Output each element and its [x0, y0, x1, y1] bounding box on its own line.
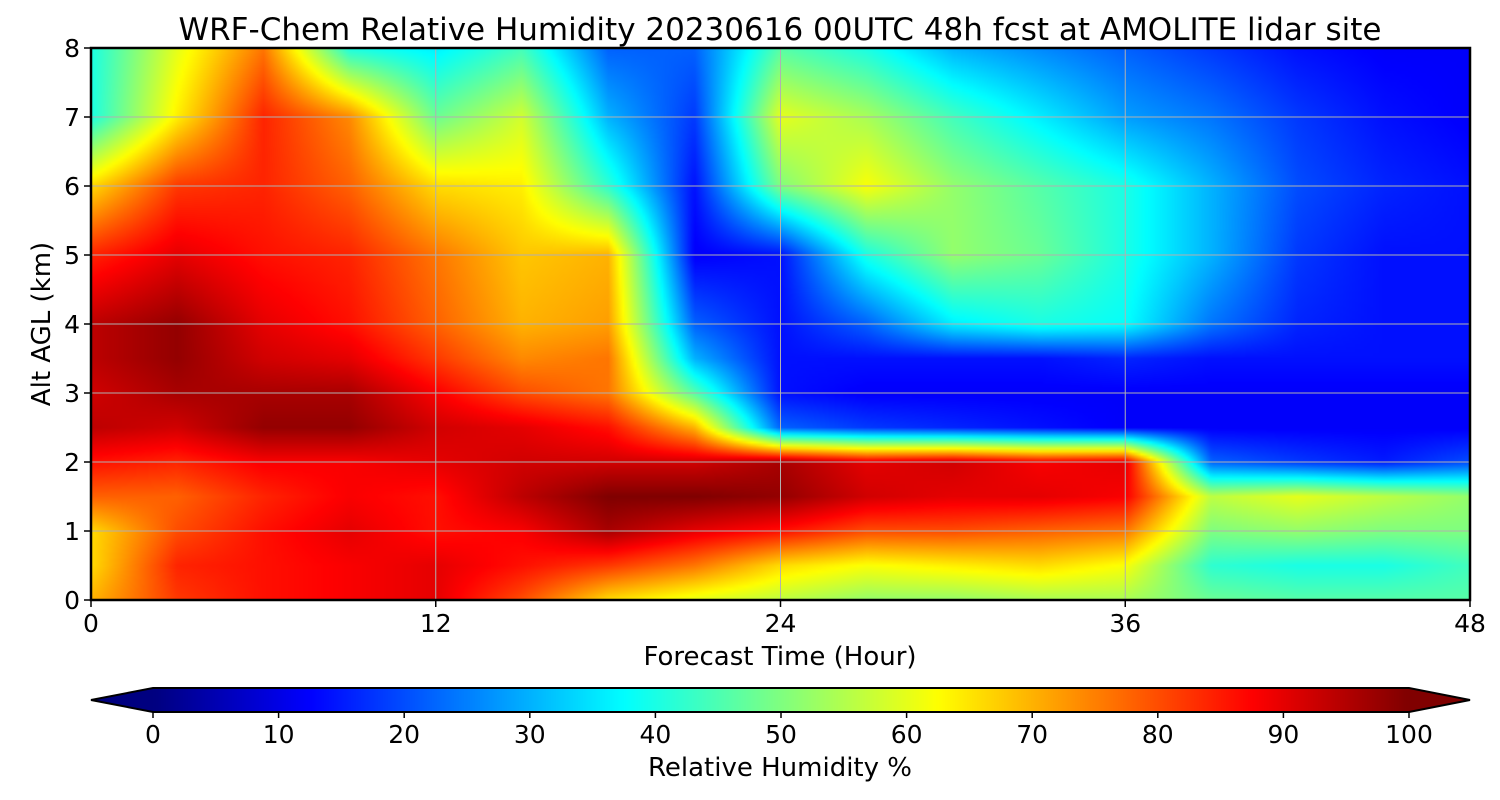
colorbar-tick-label: 60: [891, 720, 923, 749]
colorbar-ticks: 0 10 20 30 40 50 60 70 80 90 100: [145, 712, 1433, 749]
colorbar-tick-label: 100: [1385, 720, 1433, 749]
y-tick-label: 1: [64, 517, 80, 546]
y-tick-label: 7: [64, 103, 80, 132]
x-tick-label: 48: [1454, 609, 1486, 638]
y-tick-label: 3: [64, 379, 80, 408]
colorbar-tick-label: 20: [388, 720, 420, 749]
colorbar-tick-label: 30: [514, 720, 546, 749]
x-tick-label: 24: [765, 609, 797, 638]
colorbar-tick-label: 70: [1016, 720, 1048, 749]
x-axis-ticks: 0 12 24 36 48: [83, 600, 1486, 638]
colorbar-tick-label: 0: [145, 720, 161, 749]
colorbar-tick-label: 10: [263, 720, 295, 749]
colorbar-gradient: [153, 688, 1409, 712]
colorbar-extend-low: [91, 688, 153, 712]
colorbar-tick-label: 90: [1267, 720, 1299, 749]
colorbar: 0 10 20 30 40 50 60 70 80 90 100 Relative Humidity…: [90, 687, 1471, 783]
y-tick-label: 4: [64, 310, 80, 339]
y-tick-label: 5: [64, 241, 80, 270]
colorbar-tick-label: 80: [1142, 720, 1174, 749]
x-tick-label: 12: [420, 609, 452, 638]
y-axis-label: Alt AGL (km): [27, 242, 57, 406]
y-tick-label: 6: [64, 172, 80, 201]
x-tick-label: 36: [1109, 609, 1141, 638]
chart-title: WRF-Chem Relative Humidity 20230616 00UT…: [178, 12, 1381, 48]
y-tick-label: 2: [64, 448, 80, 477]
y-axis-ticks: 0 1 2 3 4 5 6 7 8: [64, 34, 91, 615]
x-axis-label: Forecast Time (Hour): [643, 642, 916, 672]
colorbar-extend-high: [1409, 688, 1470, 712]
colorbar-label: Relative Humidity %: [648, 753, 912, 783]
colorbar-tick-label: 50: [765, 720, 797, 749]
colorbar-tick-label: 40: [639, 720, 671, 749]
x-tick-label: 0: [83, 609, 99, 638]
y-tick-label: 8: [64, 34, 80, 63]
y-tick-label: 0: [64, 586, 80, 615]
